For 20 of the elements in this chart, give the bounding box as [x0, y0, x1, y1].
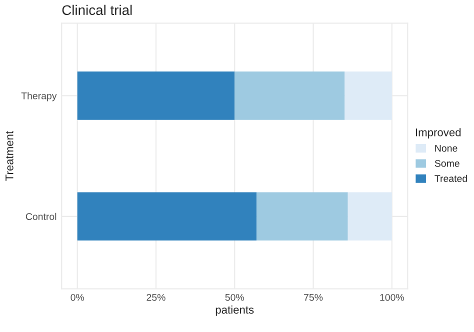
legend-title: Improved: [416, 128, 461, 139]
x-tick-label: 75%: [304, 294, 323, 301]
bar: [234, 72, 345, 120]
x-tick-label: 25%: [146, 294, 166, 301]
y-tick-label: Therapy: [21, 92, 57, 102]
legend-label: None: [435, 144, 458, 152]
bar: [344, 72, 392, 120]
bar: [77, 72, 235, 120]
bar: [348, 192, 392, 241]
y-axis-title: Treatment: [6, 131, 14, 181]
y-tick-label: Control: [26, 212, 56, 220]
x-tick-label: 50%: [225, 294, 244, 301]
x-axis-title: patients: [216, 306, 254, 316]
legend-label: Some: [434, 160, 460, 167]
x-tick-label: 0%: [70, 294, 84, 301]
x-tick-label: 100%: [380, 294, 404, 301]
legend-label: Treated: [434, 174, 467, 182]
bar: [256, 192, 348, 241]
chart-title: Clinical trial: [62, 4, 132, 16]
bar: [77, 192, 257, 241]
